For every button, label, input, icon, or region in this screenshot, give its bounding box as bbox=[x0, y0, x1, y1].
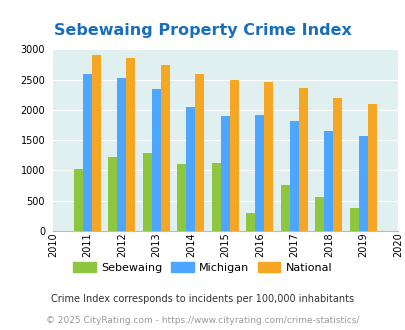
Bar bbox=[333, 98, 341, 231]
Bar bbox=[246, 213, 255, 231]
Bar bbox=[143, 153, 151, 231]
Bar bbox=[324, 131, 333, 231]
Bar bbox=[349, 208, 358, 231]
Bar bbox=[117, 78, 126, 231]
Text: Crime Index corresponds to incidents per 100,000 inhabitants: Crime Index corresponds to incidents per… bbox=[51, 294, 354, 304]
Bar bbox=[74, 169, 83, 231]
Bar bbox=[160, 65, 169, 231]
Bar bbox=[83, 74, 92, 231]
Bar bbox=[186, 107, 195, 231]
Bar bbox=[367, 104, 376, 231]
Bar bbox=[255, 115, 264, 231]
Bar bbox=[195, 74, 204, 231]
Bar bbox=[264, 82, 273, 231]
Bar bbox=[289, 121, 298, 231]
Bar bbox=[280, 185, 289, 231]
Bar bbox=[108, 157, 117, 231]
Bar bbox=[358, 136, 367, 231]
Bar bbox=[229, 80, 238, 231]
Bar bbox=[92, 55, 100, 231]
Bar bbox=[315, 197, 324, 231]
Text: Sebewaing Property Crime Index: Sebewaing Property Crime Index bbox=[54, 23, 351, 38]
Bar bbox=[220, 116, 229, 231]
Bar bbox=[177, 164, 186, 231]
Bar bbox=[151, 89, 160, 231]
Legend: Sebewaing, Michigan, National: Sebewaing, Michigan, National bbox=[69, 258, 336, 278]
Bar bbox=[211, 163, 220, 231]
Bar bbox=[298, 88, 307, 231]
Bar bbox=[126, 58, 135, 231]
Text: © 2025 CityRating.com - https://www.cityrating.com/crime-statistics/: © 2025 CityRating.com - https://www.city… bbox=[46, 316, 359, 325]
